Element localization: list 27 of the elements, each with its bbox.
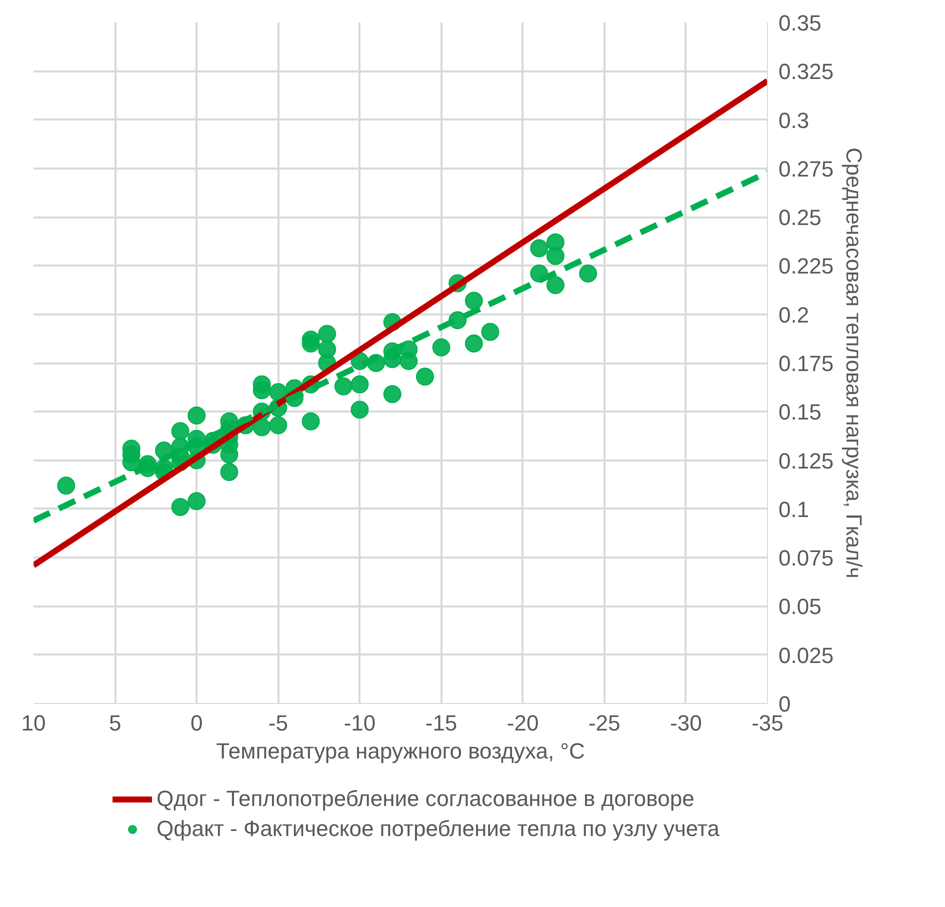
x-tick-label: -10 xyxy=(344,710,376,736)
x-tick-label: -5 xyxy=(268,710,288,736)
x-tick-label: 10 xyxy=(21,710,46,736)
x-tick-label: 5 xyxy=(108,710,122,736)
y-axis-title: Среднечасовая тепловая нагрузка, Гкал/ч xyxy=(842,148,867,578)
y-tick-label: 0.075 xyxy=(778,546,834,571)
legend-label: Qфакт - Фактическое потребление тепла по узлу учета xyxy=(156,816,720,842)
y-tick-label: 0.15 xyxy=(778,400,822,425)
y-tick-label: 0.25 xyxy=(778,205,822,230)
y-tick-label: 0.275 xyxy=(778,156,834,182)
x-tick-label: -30 xyxy=(670,710,702,736)
y-tick-label: 0.35 xyxy=(778,10,822,36)
x-tick-label: -20 xyxy=(506,710,539,736)
y-tick-label: 0.025 xyxy=(778,642,834,668)
legend-label: Qдог - Теплопотребление согласованное в договоре xyxy=(156,786,694,812)
y-tick-label: 0.325 xyxy=(778,59,834,84)
y-tick-label: 0.05 xyxy=(778,594,822,620)
y-tick-label: 0.125 xyxy=(778,448,834,474)
x-tick-label: -25 xyxy=(588,710,620,736)
y-tick-label: 0.2 xyxy=(778,302,810,328)
x-axis-title: Температура наружного воздуха, °C xyxy=(216,738,585,764)
x-tick-label: 0 xyxy=(190,710,203,736)
y-tick-label: 0.1 xyxy=(778,496,810,522)
x-tick-label: -15 xyxy=(425,710,458,736)
y-tick-label: 0.225 xyxy=(778,254,834,279)
y-tick-label: 0.3 xyxy=(778,108,810,133)
y-tick-label: 0.175 xyxy=(778,351,834,376)
